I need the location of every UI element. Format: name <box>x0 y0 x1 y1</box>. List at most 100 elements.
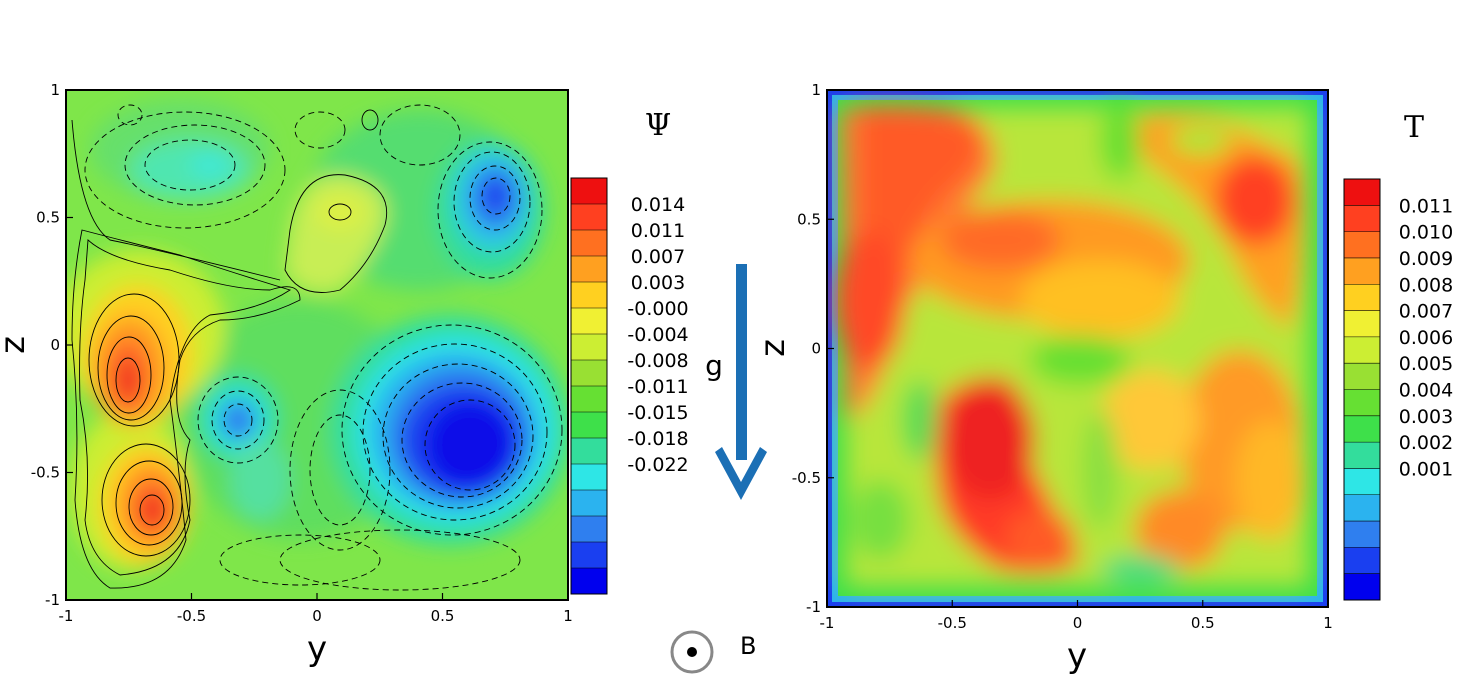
gravity-arrow <box>715 264 767 500</box>
psi-x-tick-label: 0 <box>312 607 322 625</box>
gravity-arrow-shaft <box>736 264 747 460</box>
temperature-heatmap <box>827 90 1328 607</box>
psi-x-tick-label: 0.5 <box>431 607 455 625</box>
psi-y-tick-label: -1 <box>45 591 60 609</box>
temperature-colorbar-label: 0.008 <box>1399 274 1453 296</box>
temperature-y-tick-label: 0 <box>811 340 821 358</box>
psi-colorbar-swatch <box>571 282 607 309</box>
temperature-colorbar-label: 0.007 <box>1399 301 1453 323</box>
psi-y-tick-label: 0.5 <box>36 209 60 227</box>
psi-colorbar-label: 0.011 <box>631 220 685 242</box>
temperature-y-tick-label: -0.5 <box>792 469 821 487</box>
psi-y-tick-label: -0.5 <box>31 464 60 482</box>
temperature-colorbar-swatch <box>1344 231 1380 259</box>
temperature-x-tick-label: -0.5 <box>938 614 967 632</box>
temperature-colorbar-swatch <box>1344 521 1380 548</box>
temperature-colorbar-label: 0.006 <box>1399 327 1453 349</box>
temperature-y-tick-label: 1 <box>811 81 821 99</box>
psi-colorbar-swatch <box>571 464 607 491</box>
psi-colorbar-swatch <box>571 542 607 569</box>
psi-colorbar-label: 0.003 <box>631 272 685 294</box>
temperature-colorbar-label: 0.004 <box>1399 380 1453 402</box>
temperature-colorbar-label: 0.003 <box>1399 406 1453 428</box>
temperature-colorbar-swatch <box>1344 310 1380 338</box>
temperature-colorbar-labels: 0.011 0.010 0.009 0.008 0.007 0.006 0.005 0.004… <box>1399 195 1453 480</box>
temperature-colorbar-label: 0.005 <box>1399 353 1453 375</box>
psi-colorbar-swatch <box>571 412 607 439</box>
temperature-colorbar-swatch <box>1344 415 1380 443</box>
psi-heatmap <box>66 90 568 600</box>
psi-colorbar-swatch <box>571 360 607 387</box>
gravity-label: g <box>705 349 723 382</box>
psi-colorbar-labels: 0.014 0.011 0.007 0.003 -0.000 -0.004 -0.008 -0… <box>627 194 688 476</box>
psi-x-tick-label: -0.5 <box>177 607 206 625</box>
psi-tick-marks <box>65 89 569 601</box>
temperature-x-tick-label: 1 <box>1323 614 1333 632</box>
magnetic-field-label: B <box>740 632 756 660</box>
temperature-y-tick-label: 0.5 <box>797 210 821 228</box>
temperature-colorbar-swatch <box>1344 547 1380 575</box>
psi-y-tick-label: 0 <box>50 336 60 354</box>
temperature-colorbar-swatch <box>1344 179 1380 206</box>
psi-y-axis-label: z <box>0 336 33 354</box>
psi-contours-negative <box>84 104 563 591</box>
psi-colorbar-swatch <box>571 568 607 595</box>
temperature-y-axis-label: z <box>753 339 793 357</box>
psi-colorbar-label: 0.007 <box>631 246 685 268</box>
psi-colorbar-label: -0.008 <box>627 350 688 372</box>
temperature-colorbar-swatch <box>1344 573 1380 601</box>
psi-colorbar-label: 0.014 <box>631 194 685 216</box>
psi-y-tick-label: 1 <box>50 81 60 99</box>
temperature-colorbar-label: 0.009 <box>1399 248 1453 270</box>
psi-x-tick-label: 1 <box>563 607 573 625</box>
temperature-x-tick-label: -1 <box>820 614 835 632</box>
temperature-colorbar-swatch <box>1344 442 1380 469</box>
temperature-x-axis-label: y <box>1067 636 1087 676</box>
psi-colorbar-swatch <box>571 256 607 283</box>
psi-colorbar-swatch <box>571 204 607 231</box>
temperature-tick-labels: -1 -0.5 0 0.5 1 1 0.5 0 -0.5 -1 <box>792 81 1333 632</box>
temperature-colorbar-swatch <box>1344 336 1380 364</box>
psi-colorbar-swatch <box>571 334 607 361</box>
temperature-y-tick-label: -1 <box>806 598 821 616</box>
temperature-colorbar-swatch <box>1344 205 1380 233</box>
temperature-x-tick-label: 0.5 <box>1191 614 1215 632</box>
psi-x-axis-label: y <box>307 629 327 669</box>
temperature-colorbar-label: 0.001 <box>1399 458 1453 480</box>
psi-colorbar-swatch <box>571 516 607 543</box>
psi-colorbar-swatch <box>571 438 607 465</box>
psi-tick-labels: -1 -0.5 0 0.5 1 1 0.5 0 -0.5 -1 <box>31 81 573 625</box>
psi-colorbar-label: -0.011 <box>627 376 688 398</box>
temperature-colorbar-swatch <box>1344 468 1380 496</box>
temperature-colorbar-label: 0.002 <box>1399 432 1453 454</box>
temperature-colorbar-swatch <box>1344 363 1380 390</box>
magnetic-field-out-of-page-icon <box>670 630 714 674</box>
psi-contours <box>71 109 388 589</box>
psi-colorbar <box>570 177 608 595</box>
temperature-panel: -1 -0.5 0 0.5 110.50-0.5-1 y z T 0.0110.0100… <box>753 81 1453 676</box>
psi-colorbar-swatch <box>571 490 607 517</box>
temperature-colorbar-swatch <box>1344 389 1380 417</box>
temperature-colorbar-title: T <box>1404 110 1424 145</box>
temperature-colorbar-border <box>1343 178 1381 601</box>
psi-colorbar-swatch <box>571 230 607 257</box>
temperature-colorbar <box>1343 178 1381 601</box>
temperature-x-tick-label: 0 <box>1073 614 1083 632</box>
psi-colorbar-label: -0.004 <box>627 324 688 346</box>
psi-colorbar-title: Ψ <box>645 108 671 143</box>
temperature-colorbar-label: 0.010 <box>1399 222 1453 244</box>
psi-colorbar-swatch <box>571 178 607 205</box>
temperature-colorbar-swatch <box>1344 257 1380 285</box>
psi-colorbar-label: -0.018 <box>627 428 688 450</box>
temperature-tick-marks <box>826 89 1329 608</box>
temperature-colorbar-swatch <box>1344 284 1380 312</box>
psi-colorbar-label: -0.022 <box>627 454 688 476</box>
psi-colorbar-swatch <box>571 308 607 335</box>
psi-x-tick-label: -1 <box>59 607 74 625</box>
psi-colorbar-swatch <box>571 386 607 413</box>
temperature-colorbar-label: 0.011 <box>1399 195 1453 217</box>
psi-colorbar-label: -0.000 <box>627 298 688 320</box>
psi-colorbar-border <box>570 177 608 595</box>
